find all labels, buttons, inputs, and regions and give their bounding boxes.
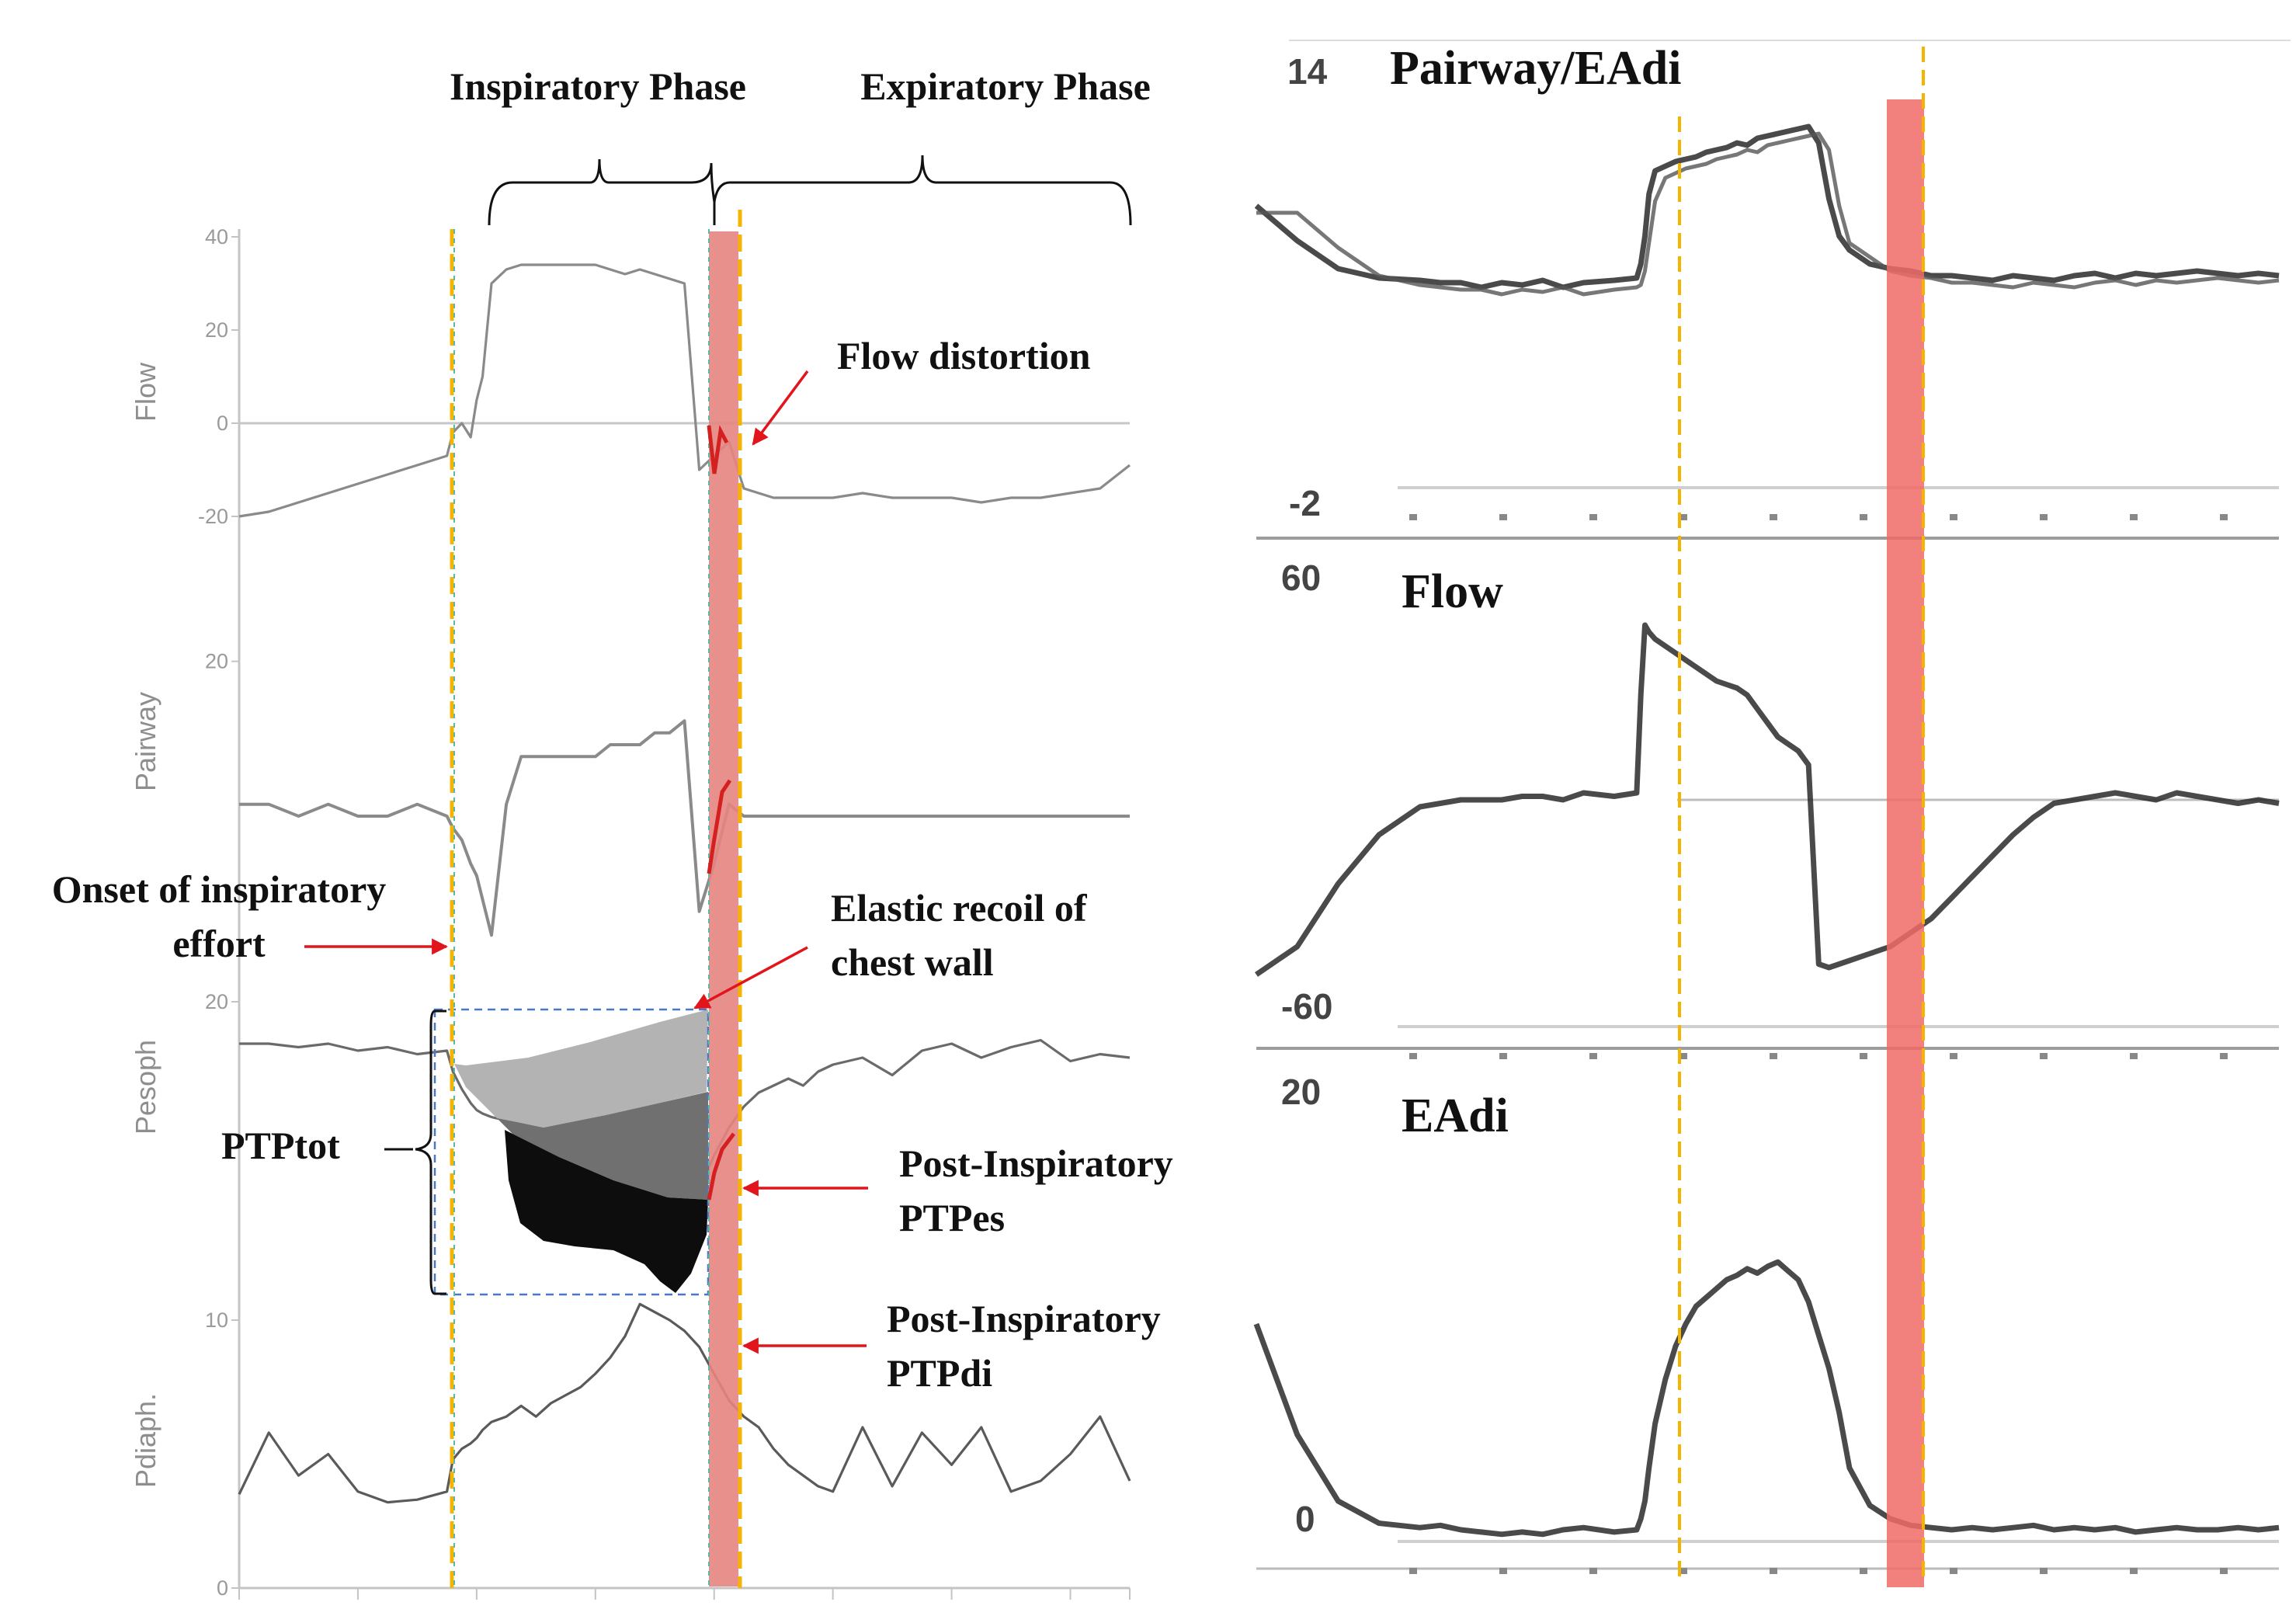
ptp-dark-region xyxy=(505,1130,708,1293)
series-line-right-2 xyxy=(1253,1259,2280,1538)
recoil-label-line2: chest wall xyxy=(831,940,994,984)
series-line-right-0 xyxy=(1254,123,2280,290)
expiratory-brace xyxy=(713,155,1132,226)
left-panel: Inspiratory Phase Expiratory Phase Flow … xyxy=(52,64,1173,1600)
onset-label-line2: effort xyxy=(172,922,266,965)
y-tick-label: 0 xyxy=(217,412,228,435)
baseline-dot xyxy=(1679,514,1687,520)
y-tick-label: 10 xyxy=(205,1308,228,1332)
flow-distortion-trace xyxy=(707,425,729,474)
baseline-dot xyxy=(1679,1053,1687,1059)
baseline-dot xyxy=(1409,1568,1417,1574)
flow-subplot: Flow 40 20 0 -20 xyxy=(130,225,1131,528)
flow-axis-label: Flow xyxy=(130,362,162,422)
baseline-dot xyxy=(1860,1568,1867,1574)
pesoph-distortion-trace xyxy=(707,1132,735,1201)
baseline-dot xyxy=(1860,514,1867,520)
baseline-dot xyxy=(2130,1053,2138,1059)
onset-label-line1: Onset of inspiratory xyxy=(52,867,387,911)
baseline-dot xyxy=(1950,514,1957,520)
baseline-dot xyxy=(2040,514,2048,520)
eadi-tick-top: 20 xyxy=(1281,1072,1321,1112)
inspiratory-phase-label: Inspiratory Phase xyxy=(450,64,746,108)
series-line-flow xyxy=(238,263,1131,518)
baseline-dot xyxy=(1589,1053,1597,1059)
baseline-dot xyxy=(1589,1568,1597,1574)
pairway-eadi-tick-top: 14 xyxy=(1287,51,1328,92)
baseline-dot xyxy=(1499,1053,1507,1059)
baseline-dot xyxy=(1499,1568,1507,1574)
ptptot-brace xyxy=(415,1010,446,1295)
eadi-subplot: EAdi 20 0 xyxy=(1253,1072,2280,1574)
flow-distortion-label: Flow distortion xyxy=(837,334,1091,377)
baseline-dot xyxy=(2130,514,2138,520)
baseline-dot xyxy=(1589,514,1597,520)
ptp-mid-region xyxy=(497,1092,708,1200)
pairway-axis-label: Pairway xyxy=(130,692,162,791)
ptpes-label-line2: PTPes xyxy=(899,1196,1005,1239)
pairway-eadi-title: Pairway/EAdi xyxy=(1390,42,1681,95)
y-tick-label: 0 xyxy=(217,1576,228,1600)
ptptot-label: PTPtot xyxy=(221,1124,340,1167)
right-flow-tick-bottom: -60 xyxy=(1281,986,1332,1027)
expiratory-phase-label: Expiratory Phase xyxy=(860,64,1151,108)
right-panel: Pairway/EAdi 14 -2 Flow 60 -60 EAdi 20 0 xyxy=(1253,40,2291,1587)
ptpdi-label-line1: Post-Inspiratory xyxy=(887,1297,1161,1340)
y-tick-label: -20 xyxy=(198,505,228,528)
series-line-right-1 xyxy=(1255,622,2280,977)
baseline-dot xyxy=(2220,1053,2228,1059)
baseline-dot xyxy=(1679,1568,1687,1574)
pairway-eadi-subplot: Pairway/EAdi 14 -2 xyxy=(1254,42,2280,523)
recoil-arrow xyxy=(693,946,808,1010)
y-tick-label: 20 xyxy=(205,318,228,342)
baseline-dot xyxy=(1770,1053,1777,1059)
eadi-tick-bottom: 0 xyxy=(1295,1499,1315,1539)
baseline-dot xyxy=(2220,1568,2228,1574)
baseline-dot xyxy=(1950,1053,1957,1059)
baseline-dot xyxy=(2220,514,2228,520)
pdiaph-axis-label: Pdiaph. xyxy=(130,1393,162,1488)
baseline-dot xyxy=(2040,1053,2048,1059)
right-flow-subplot: Flow 60 -60 xyxy=(1255,558,2280,1059)
series-line-pairway xyxy=(239,719,1130,937)
y-tick-label: 20 xyxy=(205,990,228,1013)
series-line-pdiaph xyxy=(238,1302,1131,1504)
pairway-subplot: Pairway 20 xyxy=(130,650,1130,937)
flow-distortion-arrow xyxy=(752,370,809,446)
ptpes-label-line1: Post-Inspiratory xyxy=(899,1142,1173,1185)
pairway-eadi-tick-bottom: -2 xyxy=(1289,483,1321,523)
eadi-title: EAdi xyxy=(1402,1089,1509,1142)
pdiaph-subplot: Pdiaph. 10 0 xyxy=(130,1302,1131,1600)
recoil-label-line1: Elastic recoil of xyxy=(831,886,1088,930)
baseline-dot xyxy=(1770,1568,1777,1574)
right-flow-title: Flow xyxy=(1402,565,1503,618)
baseline-dot xyxy=(1409,514,1417,520)
baseline-dot xyxy=(2130,1568,2138,1574)
baseline-dot xyxy=(1409,1053,1417,1059)
series-line-right-overlay xyxy=(1256,131,2280,297)
pairway-distortion-trace xyxy=(707,779,732,874)
post-inspiratory-band-right xyxy=(1887,99,1924,1587)
left-x-ticks xyxy=(238,1588,1131,1600)
baseline-dot xyxy=(1770,514,1777,520)
ptpdi-label-line2: PTPdi xyxy=(887,1351,992,1395)
y-tick-label: 40 xyxy=(205,225,228,248)
ptp-light-region xyxy=(454,1010,708,1128)
baseline-dot xyxy=(1499,514,1507,520)
y-tick-label: 20 xyxy=(205,650,228,673)
inspiratory-brace xyxy=(488,158,716,226)
baseline-dot xyxy=(1950,1568,1957,1574)
baseline-dot xyxy=(1860,1053,1867,1059)
right-flow-tick-top: 60 xyxy=(1281,558,1321,598)
pesoph-axis-label: Pesoph xyxy=(130,1040,162,1135)
baseline-dot xyxy=(2040,1568,2048,1574)
